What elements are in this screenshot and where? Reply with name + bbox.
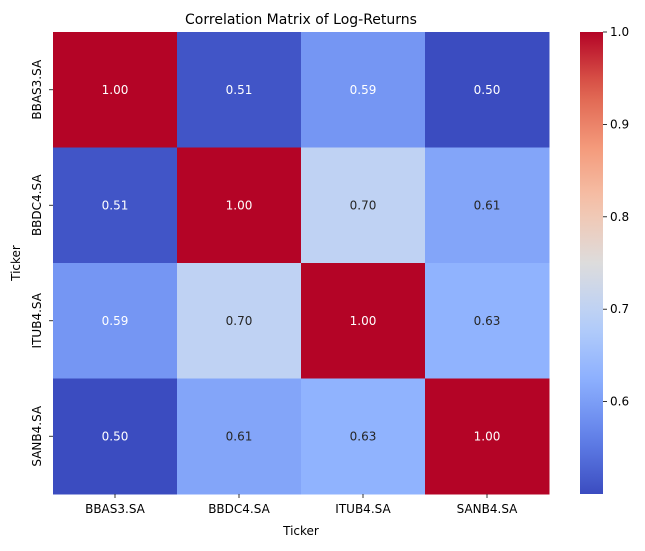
heatmap-cell	[177, 147, 302, 264]
x-tick-label: ITUB4.SA	[335, 502, 391, 516]
heatmap-cell	[177, 378, 302, 495]
heatmap-cell	[425, 32, 550, 148]
x-axis-ticks: BBAS3.SA BBDC4.SA ITUB4.SA SANB4.SA	[85, 494, 518, 516]
chart-title: Correlation Matrix of Log-Returns	[185, 12, 417, 28]
heatmap-cell	[53, 263, 178, 379]
colorbar-tick-label: 0.7	[610, 302, 629, 316]
colorbar-tick-label: 0.8	[610, 210, 629, 224]
y-tick-label: BBDC4.SA	[30, 174, 44, 236]
cell-value-label: 1.00	[474, 429, 501, 443]
colorbar-tick-label: 1.0	[610, 25, 629, 39]
y-tick-label: BBAS3.SA	[30, 59, 44, 120]
colorbar	[580, 32, 603, 494]
heatmap-cell	[53, 378, 178, 495]
cell-value-label: 0.50	[102, 429, 129, 443]
heatmap-cell	[301, 378, 426, 495]
colorbar-ticks: 0.6 0.7 0.8 0.9 1.0	[603, 25, 629, 409]
cell-value-label: 0.61	[226, 429, 253, 443]
heatmap-cell	[53, 147, 178, 264]
x-tick-label: SANB4.SA	[457, 502, 519, 516]
cell-value-label: 0.59	[102, 314, 129, 328]
cell-value-label: 1.00	[102, 83, 129, 97]
cell-value-label: 0.70	[350, 198, 377, 212]
heatmap-cell	[177, 263, 302, 379]
heatmap-cell	[425, 147, 550, 264]
heatmap-cell	[301, 263, 426, 379]
cell-value-label: 0.51	[226, 83, 253, 97]
cell-value-label: 0.63	[350, 429, 377, 443]
x-axis-label: Ticker	[282, 524, 319, 538]
y-tick-label: SANB4.SA	[30, 405, 44, 467]
cell-value-label: 0.61	[474, 198, 501, 212]
cell-value-label: 1.00	[350, 314, 377, 328]
cell-value-label: 1.00	[226, 198, 253, 212]
y-axis-label: Ticker	[9, 245, 23, 282]
cell-value-label: 0.50	[474, 83, 501, 97]
colorbar-tick-label: 0.6	[610, 395, 629, 409]
heatmap-cell	[177, 32, 302, 148]
cell-value-label: 0.59	[350, 83, 377, 97]
y-axis-ticks: BBAS3.SA BBDC4.SA ITUB4.SA SANB4.SA	[30, 59, 53, 467]
cell-value-label: 0.70	[226, 314, 253, 328]
heatmap-cell	[301, 32, 426, 148]
y-tick-label: ITUB4.SA	[30, 292, 44, 348]
heatmap-cells: 1.00 0.51 0.59 0.50 0.51 1.00 0.70 0.61 0.59 0.70…	[53, 32, 550, 495]
heatmap-cell	[53, 32, 178, 148]
cell-value-label: 0.51	[102, 198, 129, 212]
cell-value-label: 0.63	[474, 314, 501, 328]
heatmap-cell	[301, 147, 426, 264]
colorbar-tick-label: 0.9	[610, 117, 629, 131]
heatmap-cell	[425, 378, 550, 495]
heatmap-cell	[425, 263, 550, 379]
x-tick-label: BBDC4.SA	[208, 502, 270, 516]
x-tick-label: BBAS3.SA	[85, 502, 146, 516]
